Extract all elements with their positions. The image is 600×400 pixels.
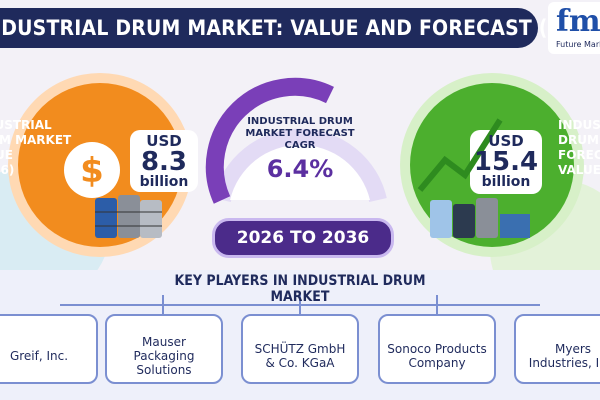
label-line: INDUSTRIAL (558, 118, 600, 132)
player-card: Sonoco Products Company (378, 314, 496, 384)
label-line: DRUM MARKET (0, 133, 72, 147)
cagr-label: INDUSTRIAL DRUM MARKET FORECAST CAGR (245, 116, 355, 151)
label-line: INDUSTRIAL (0, 118, 52, 132)
label-line: FORECAST (558, 148, 600, 162)
label-line: (2026) (0, 163, 15, 177)
forecast-label: INDUSTRIAL DRUM MARKET FORECAST VALUE (2… (558, 118, 600, 178)
unit: billion (139, 174, 189, 190)
title: INDUSTRIAL DRUM MARKET: VALUE AND FORECA… (0, 8, 600, 48)
section-heading: KEY PLAYERS IN INDUSTRIAL DRUM MARKET (174, 273, 426, 305)
currency: USD (146, 132, 182, 150)
value-label: INDUSTRIAL DRUM MARKET VALUE (2026) (0, 118, 71, 178)
cagr-value: 6.4% (266, 155, 334, 183)
unit: billion (481, 174, 531, 190)
amount: 15.4 (473, 147, 539, 177)
logo-text: Future Market Insights (556, 40, 600, 49)
svg-text:$: $ (80, 151, 104, 191)
label-line: DRUM MARKET (558, 133, 600, 147)
label-line: VALUE (2036) (558, 163, 600, 177)
logo: fmi (556, 4, 600, 39)
current-value: USD 8.3 billion (130, 132, 198, 190)
player-card: Myers Industries, Inc. (514, 314, 600, 384)
amount: 8.3 (140, 147, 188, 177)
player-card: Greif, Inc. (0, 314, 98, 384)
currency: USD (488, 132, 524, 150)
player-card: SCHÜTZ GmbH & Co. KGaA (241, 314, 359, 384)
player-card: Mauser Packaging Solutions (105, 314, 223, 384)
logo-box (548, 2, 600, 54)
forecast-value: USD 15.4 billion (470, 132, 542, 190)
period: 2026 TO 2036 (212, 218, 394, 258)
label-line: VALUE (0, 148, 13, 162)
